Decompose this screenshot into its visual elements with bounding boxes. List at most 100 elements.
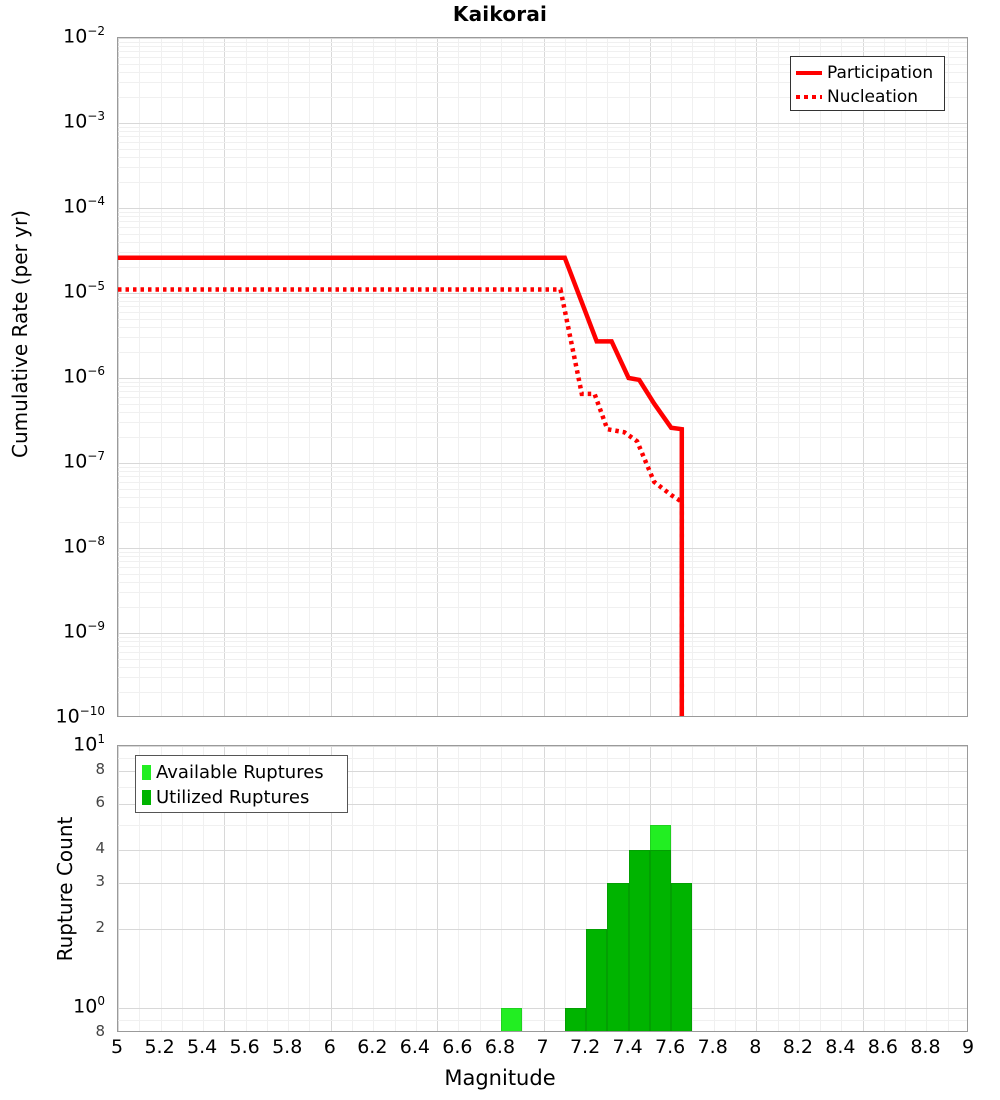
gridline xyxy=(118,850,967,852)
gridline xyxy=(118,296,967,298)
x-tick-label: 6 xyxy=(323,1036,336,1058)
gridline xyxy=(118,381,967,383)
gridline xyxy=(288,746,290,1031)
gridline xyxy=(118,386,967,388)
gridline xyxy=(118,496,967,498)
x-tick-label: 5.2 xyxy=(144,1036,175,1058)
gridline xyxy=(798,38,800,716)
gridline xyxy=(713,38,715,716)
y-tick-label: 6 xyxy=(95,793,105,812)
y-tick-label: 10−2 xyxy=(63,24,105,48)
x-tick-label: 9 xyxy=(961,1036,975,1058)
gridline xyxy=(118,786,967,788)
gridline xyxy=(862,38,864,716)
gridline xyxy=(118,677,967,679)
gridline xyxy=(543,38,545,716)
gridline xyxy=(118,63,967,65)
gridline xyxy=(394,746,396,1031)
legend-item-utilized-ruptures[interactable]: Utilized Ruptures xyxy=(142,785,341,810)
gridline xyxy=(118,221,967,223)
gridline xyxy=(224,38,226,716)
gridline xyxy=(203,746,205,1031)
gridline xyxy=(245,746,247,1031)
gridline xyxy=(118,692,967,694)
gridline xyxy=(118,507,967,509)
y-tick-label: 10−8 xyxy=(63,534,105,558)
gridline xyxy=(373,38,375,716)
gridline xyxy=(118,141,967,143)
y-tick-label: 10−10 xyxy=(55,704,105,728)
gridline xyxy=(926,38,928,716)
gridline xyxy=(479,746,481,1031)
bar-utilized-ruptures xyxy=(628,850,650,1031)
gridline xyxy=(500,746,502,1031)
x-tick-label: 7 xyxy=(536,1036,549,1058)
gridline xyxy=(522,746,524,1031)
rate-curves xyxy=(118,255,685,716)
gridline xyxy=(203,38,205,716)
gridline xyxy=(586,746,588,1031)
gridline xyxy=(926,746,928,1031)
gridline xyxy=(118,522,967,524)
legend-item-participation[interactable]: Participation xyxy=(796,61,939,85)
gridline xyxy=(373,746,375,1031)
gridline xyxy=(118,378,967,379)
utilized-swatch-icon xyxy=(142,790,151,805)
bar-utilized-ruptures xyxy=(586,928,608,1031)
gridline xyxy=(118,757,967,759)
gridline xyxy=(734,38,736,716)
participation-curve xyxy=(118,255,685,716)
gridline xyxy=(713,746,715,1031)
gridline xyxy=(118,746,119,1031)
bar-utilized-ruptures xyxy=(671,882,693,1031)
y-tick-label: 4 xyxy=(95,839,105,858)
gridline xyxy=(118,592,967,594)
gridline xyxy=(118,636,967,638)
gridline xyxy=(118,463,967,464)
gridline xyxy=(671,38,673,716)
y-tick-label: 100 xyxy=(73,993,105,1017)
gridline xyxy=(543,746,545,1031)
bar-utilized-ruptures xyxy=(564,1007,587,1031)
gridline xyxy=(118,337,967,339)
gridline xyxy=(118,131,967,133)
gridline xyxy=(118,352,967,354)
gridline xyxy=(118,771,967,773)
bar-available-ruptures xyxy=(500,1007,523,1031)
gridline xyxy=(352,38,354,716)
gridline xyxy=(118,488,967,490)
gridline xyxy=(118,233,967,235)
gridline xyxy=(649,38,651,716)
gridline xyxy=(118,573,967,575)
x-tick-label: 8 xyxy=(749,1036,762,1058)
gridline xyxy=(522,38,524,716)
gridline xyxy=(118,51,967,53)
gridline xyxy=(118,38,967,39)
gridline xyxy=(181,38,183,716)
gridline xyxy=(309,746,311,1031)
gridline xyxy=(160,38,162,716)
gridline xyxy=(118,156,967,158)
gridline xyxy=(798,746,800,1031)
top-legend: Participation Nucleation xyxy=(790,56,945,111)
y-tick-label: 8 xyxy=(95,1022,105,1040)
gridline xyxy=(245,38,247,716)
gridline xyxy=(118,566,967,568)
legend-item-available-ruptures[interactable]: Available Ruptures xyxy=(142,760,341,785)
gridline xyxy=(266,746,268,1031)
gridline xyxy=(607,38,609,716)
gridline xyxy=(777,746,779,1031)
gridline xyxy=(330,746,332,1031)
x-tick-label: 8.8 xyxy=(910,1036,941,1058)
gridline xyxy=(820,746,822,1031)
gridline xyxy=(841,38,843,716)
gridline xyxy=(118,641,967,643)
y-tick-label: 10−4 xyxy=(63,194,105,218)
gridline xyxy=(118,293,967,294)
gridline xyxy=(118,391,967,393)
legend-item-nucleation[interactable]: Nucleation xyxy=(796,85,939,109)
gridline xyxy=(756,746,758,1031)
legend-label: Utilized Ruptures xyxy=(156,786,310,808)
gridline xyxy=(118,306,967,308)
gridline xyxy=(118,437,967,439)
